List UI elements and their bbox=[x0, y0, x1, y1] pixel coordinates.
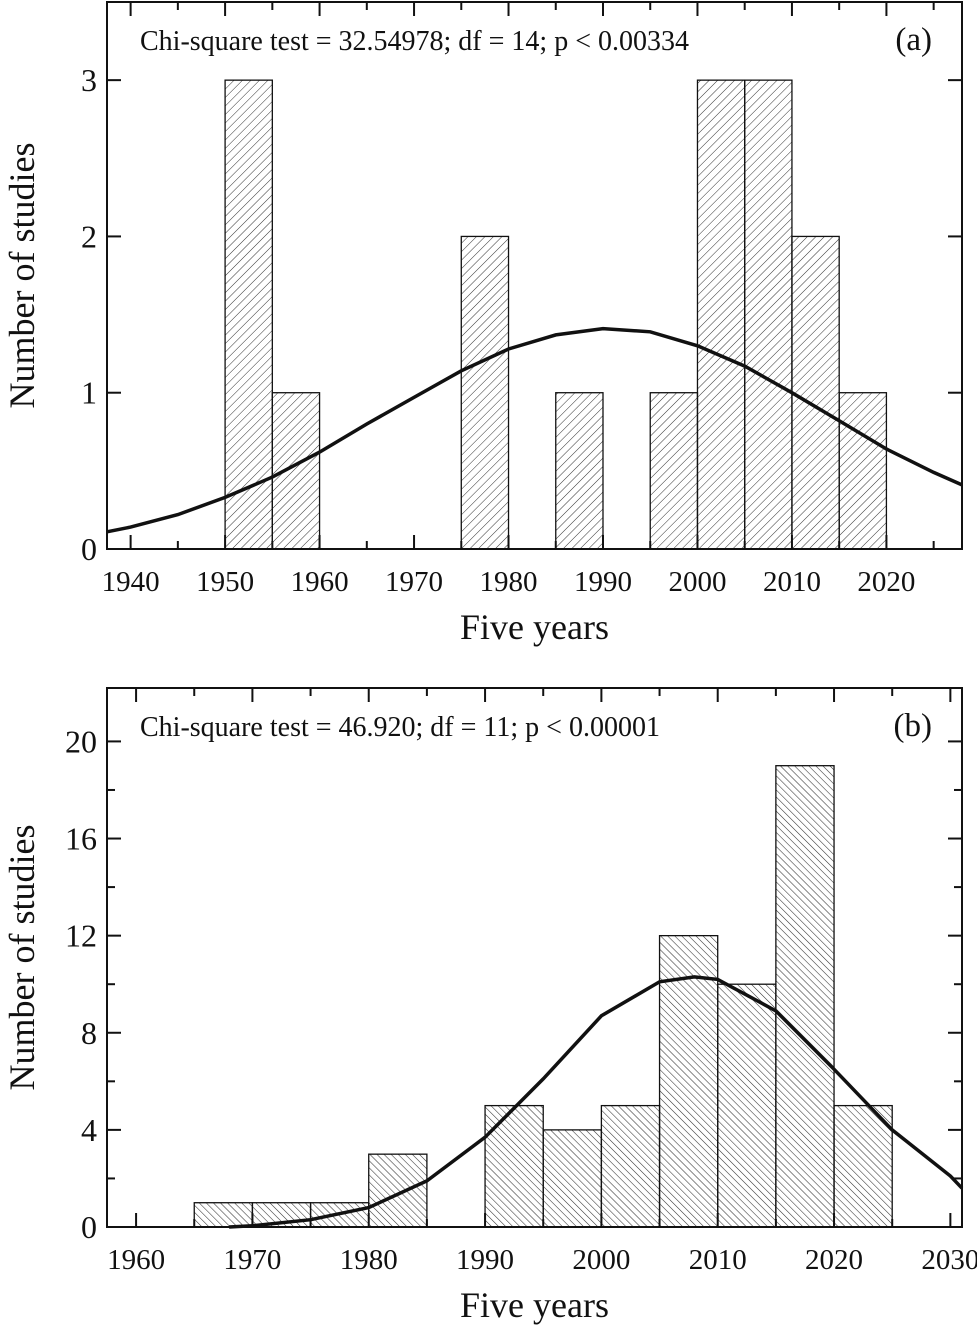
x-tick-label: 1950 bbox=[196, 566, 254, 598]
x-tick-label: 2020 bbox=[857, 566, 915, 598]
x-tick-label: 1970 bbox=[223, 1244, 281, 1276]
bar bbox=[193, 1202, 254, 1228]
panel-label: (a) bbox=[895, 22, 932, 58]
x-axis-title: Five years bbox=[460, 607, 609, 647]
bar bbox=[658, 934, 719, 1228]
bar bbox=[717, 983, 777, 1228]
x-tick-label: 1990 bbox=[574, 566, 632, 598]
bar bbox=[696, 79, 746, 550]
x-tick-label: 1980 bbox=[480, 566, 538, 598]
bar bbox=[838, 392, 888, 550]
x-tick-label: 2010 bbox=[763, 566, 821, 598]
annotation: Chi-square test = 32.54978; df = 14; p <… bbox=[140, 26, 689, 57]
bar bbox=[368, 1153, 428, 1228]
x-tick-label: 1970 bbox=[385, 566, 443, 598]
x-tick-label: 2030 bbox=[921, 1244, 977, 1276]
bar bbox=[555, 392, 604, 550]
x-tick-label: 1940 bbox=[102, 566, 160, 598]
y-tick-label: 20 bbox=[65, 723, 97, 759]
bar bbox=[791, 235, 840, 550]
y-tick-label: 0 bbox=[81, 531, 97, 567]
bar bbox=[833, 1104, 893, 1228]
x-tick-label: 2000 bbox=[668, 566, 726, 598]
fit-curve bbox=[229, 975, 964, 1229]
x-tick-label: 1960 bbox=[291, 566, 349, 598]
x-axis-title: Five years bbox=[460, 1285, 609, 1325]
plot-frame bbox=[106, 687, 963, 1228]
bar bbox=[775, 765, 835, 1228]
bar bbox=[460, 235, 510, 550]
x-tick-label: 1990 bbox=[456, 1244, 514, 1276]
x-tick-label: 2010 bbox=[689, 1244, 747, 1276]
x-tick-label: 1960 bbox=[107, 1244, 165, 1276]
bar bbox=[271, 392, 321, 550]
bar bbox=[744, 79, 793, 550]
bar bbox=[224, 79, 273, 550]
y-tick-label: 16 bbox=[65, 821, 97, 857]
panel-label: (b) bbox=[894, 708, 932, 744]
plot-frame bbox=[106, 1, 963, 550]
x-tick-label: 1980 bbox=[340, 1244, 398, 1276]
fit-curve bbox=[106, 326, 963, 534]
x-tick-label: 2000 bbox=[572, 1244, 630, 1276]
bar bbox=[542, 1129, 603, 1228]
y-axis-title: Number of studies bbox=[2, 825, 42, 1091]
y-tick-label: 0 bbox=[81, 1209, 97, 1245]
y-axis-title: Number of studies bbox=[2, 143, 42, 409]
y-tick-label: 8 bbox=[81, 1015, 97, 1051]
y-tick-label: 4 bbox=[81, 1112, 97, 1148]
annotation: Chi-square test = 46.920; df = 11; p < 0… bbox=[140, 712, 660, 743]
bar bbox=[484, 1104, 544, 1228]
bar bbox=[649, 392, 699, 550]
y-tick-label: 2 bbox=[81, 218, 97, 254]
y-tick-label: 3 bbox=[81, 62, 97, 98]
y-tick-label: 1 bbox=[81, 375, 97, 411]
bar bbox=[600, 1104, 661, 1228]
x-tick-label: 2020 bbox=[805, 1244, 863, 1276]
y-tick-label: 12 bbox=[65, 918, 97, 954]
